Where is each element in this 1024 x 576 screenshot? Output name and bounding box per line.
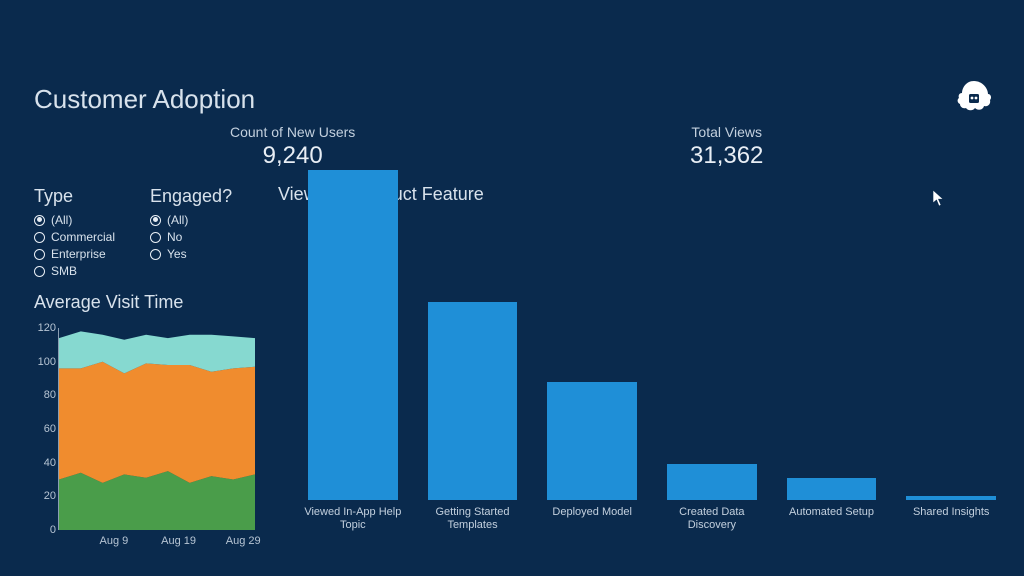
bar-column: Created Data Discovery <box>663 464 761 532</box>
bar-rect[interactable] <box>428 302 518 500</box>
bar-column: Getting Started Templates <box>424 302 522 532</box>
area-xtick: Aug 29 <box>226 535 261 547</box>
area-xtick: Aug 19 <box>161 535 196 547</box>
area-series-orange <box>59 362 255 483</box>
filter-engaged-option[interactable]: Yes <box>150 247 232 261</box>
filter-type-option-label: Commercial <box>51 230 115 244</box>
filter-engaged-option-label: Yes <box>167 247 187 261</box>
filter-type: Type (All) Commercial Enterprise SMB <box>34 186 115 281</box>
kpi-new-users-value: 9,240 <box>230 142 355 170</box>
bar-rect[interactable] <box>547 382 637 500</box>
filter-type-option-label: Enterprise <box>51 247 106 261</box>
filter-engaged-option[interactable]: (All) <box>150 213 232 227</box>
radio-icon <box>34 249 45 260</box>
bar-rect[interactable] <box>787 478 877 500</box>
area-ytick: 20 <box>34 490 56 502</box>
kpi-total-views-value: 31,362 <box>690 142 763 170</box>
bar-label: Getting Started Templates <box>424 506 522 532</box>
area-series-green <box>59 471 255 530</box>
bar-chart: Viewed In-App Help Topic Getting Started … <box>300 202 1000 552</box>
area-ytick: 0 <box>34 524 56 536</box>
bar-rect[interactable] <box>906 496 996 500</box>
bar-rect[interactable] <box>308 170 398 500</box>
kpi-new-users: Count of New Users 9,240 <box>230 124 355 170</box>
filter-type-option[interactable]: Commercial <box>34 230 115 244</box>
area-chart-title: Average Visit Time <box>34 292 183 313</box>
bar-label: Shared Insights <box>913 506 989 532</box>
bar-column: Automated Setup <box>783 478 881 532</box>
area-chart-plot: Aug 9Aug 19Aug 29 <box>58 328 254 530</box>
radio-icon <box>150 249 161 260</box>
bar-label: Created Data Discovery <box>663 506 761 532</box>
kpi-new-users-label: Count of New Users <box>230 124 355 140</box>
filter-engaged-option-label: No <box>167 230 182 244</box>
area-ytick: 100 <box>34 356 56 368</box>
radio-icon <box>150 232 161 243</box>
bar-label: Automated Setup <box>789 506 874 532</box>
mouse-cursor-icon <box>932 189 946 207</box>
bar-label: Viewed In-App Help Topic <box>304 506 402 532</box>
radio-icon <box>34 215 45 226</box>
filter-engaged-title: Engaged? <box>150 186 232 207</box>
area-ytick: 120 <box>34 322 56 334</box>
filter-type-option[interactable]: Enterprise <box>34 247 115 261</box>
kpi-total-views-label: Total Views <box>690 124 763 140</box>
filter-type-option[interactable]: SMB <box>34 264 115 278</box>
kpi-total-views: Total Views 31,362 <box>690 124 763 170</box>
filter-type-title: Type <box>34 186 115 207</box>
page-title: Customer Adoption <box>34 84 255 115</box>
bar-column: Viewed In-App Help Topic <box>304 170 402 532</box>
bar-column: Shared Insights <box>902 496 1000 532</box>
filter-engaged-option-label: (All) <box>167 213 188 227</box>
area-xtick: Aug 9 <box>100 535 129 547</box>
filter-engaged: Engaged? (All) No Yes <box>150 186 232 264</box>
radio-icon <box>34 232 45 243</box>
brand-logo-icon <box>954 75 994 115</box>
bar-rect[interactable] <box>667 464 757 500</box>
filter-type-option[interactable]: (All) <box>34 213 115 227</box>
filter-engaged-option[interactable]: No <box>150 230 232 244</box>
area-ytick: 80 <box>34 389 56 401</box>
bar-label: Deployed Model <box>552 506 632 532</box>
area-ytick: 60 <box>34 423 56 435</box>
filter-type-option-label: (All) <box>51 213 72 227</box>
bar-chart-plot: Viewed In-App Help Topic Getting Started … <box>300 202 1000 532</box>
area-chart: 020406080100120 Aug 9Aug 19Aug 29 <box>34 312 254 532</box>
area-ytick: 40 <box>34 457 56 469</box>
radio-icon <box>34 266 45 277</box>
radio-icon <box>150 215 161 226</box>
bar-column: Deployed Model <box>543 382 641 532</box>
filter-type-option-label: SMB <box>51 264 77 278</box>
